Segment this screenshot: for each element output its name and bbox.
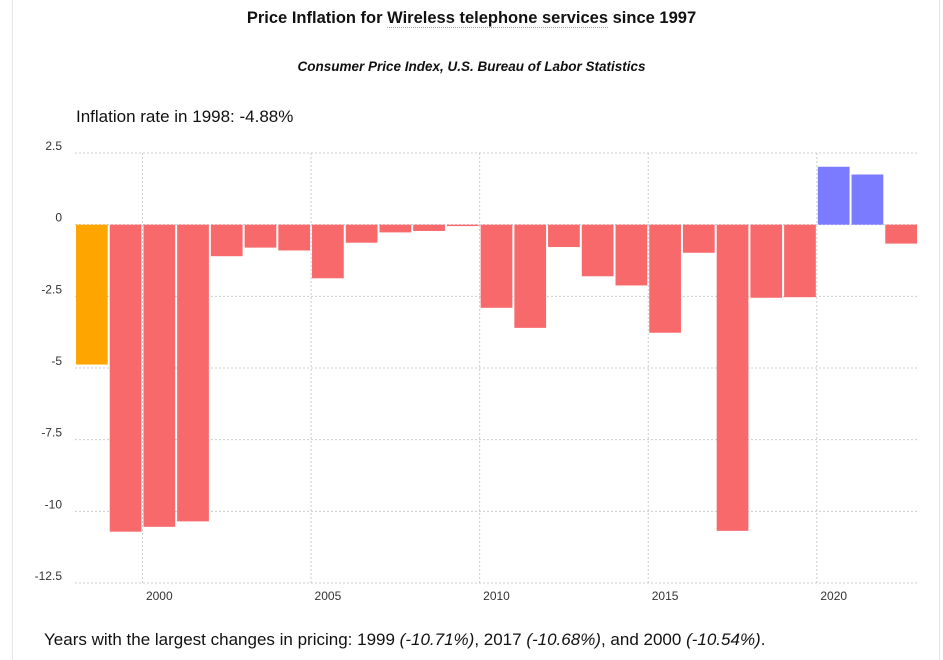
bar-2003 <box>244 224 277 248</box>
summary-value-2: (-10.68%) <box>526 630 601 649</box>
bar-chart: 2.5 0 -2.5 -5 -7.5 -10 -12.5 2000 2005 2010 2015 20… <box>35 139 918 603</box>
bar-2009 <box>446 224 479 227</box>
bar-2015 <box>649 224 681 333</box>
bar-1999 <box>109 224 142 532</box>
x-tick-label: 2005 <box>315 589 342 603</box>
bar-1998 <box>76 224 108 365</box>
bar-2004 <box>278 224 311 251</box>
y-tick-label: -12.5 <box>35 569 63 583</box>
summary-value-3: (-10.54%) <box>686 630 761 649</box>
y-tick-label: -2.5 <box>41 282 62 296</box>
title-item-link[interactable]: Wireless telephone services <box>387 9 609 28</box>
bar-2014 <box>615 224 648 286</box>
bar-2010 <box>480 224 513 308</box>
summary-year-2: 2017 <box>483 630 522 649</box>
summary-separator: , <box>474 630 484 649</box>
summary-year-1: 1999 <box>357 630 395 649</box>
bar-2021 <box>851 174 884 225</box>
x-tick-label: 2000 <box>146 589 173 603</box>
y-tick-label: -10 <box>45 497 63 511</box>
chart-title: Price Inflation for Wireless telephone s… <box>0 9 943 28</box>
bar-2006 <box>345 224 378 243</box>
y-tick-label: -7.5 <box>41 426 62 440</box>
bar-2000 <box>143 224 176 527</box>
bar-2001 <box>177 224 209 522</box>
bar-2022 <box>885 224 917 244</box>
x-tick-label: 2020 <box>820 589 847 603</box>
bar-2012 <box>548 224 580 248</box>
summary-value-1: (-10.71%) <box>399 630 475 649</box>
bar-2017 <box>716 224 749 531</box>
y-tick-label: -5 <box>51 354 62 368</box>
x-tick-label: 2015 <box>652 589 679 603</box>
bar-2019 <box>784 224 816 298</box>
summary-prefix: Years with the largest changes in pricin… <box>44 630 358 649</box>
title-suffix: since 1997 <box>608 9 697 27</box>
largest-changes-summary: Years with the largest changes in pricin… <box>44 630 765 650</box>
chart-subtitle: Consumer Price Index, U.S. Bureau of Lab… <box>297 59 646 74</box>
bar-2005 <box>312 224 344 279</box>
bar-2013 <box>581 224 614 277</box>
y-tick-label: 2.5 <box>45 139 62 153</box>
bar-2018 <box>750 224 783 298</box>
bar-2011 <box>514 224 547 328</box>
summary-end: . <box>760 630 766 649</box>
summary-separator: , and <box>600 630 644 649</box>
bar-2008 <box>413 224 445 231</box>
x-tick-label: 2010 <box>483 589 510 603</box>
bar-2016 <box>682 224 715 253</box>
inflation-rate-label: Inflation rate in 1998: -4.88% <box>76 107 294 126</box>
bar-2002 <box>210 224 243 257</box>
y-tick-label: 0 <box>55 211 62 225</box>
chart-card <box>12 0 940 660</box>
bar-2020 <box>817 166 850 225</box>
title-prefix: Price Inflation for <box>246 9 388 27</box>
summary-year-3: 2000 <box>643 630 682 649</box>
bar-2007 <box>379 224 412 233</box>
